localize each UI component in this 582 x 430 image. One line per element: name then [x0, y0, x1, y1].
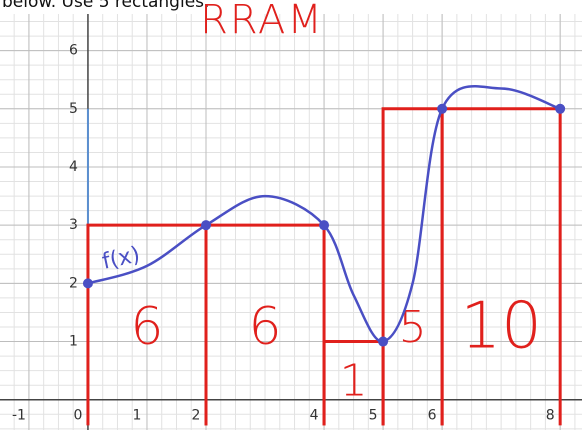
- header-text: below. Use 5 rectangles.: [2, 0, 209, 12]
- x-tick-label: 4: [310, 408, 319, 424]
- y-tick-label: 4: [69, 159, 78, 175]
- x-tick-label: 1: [133, 408, 142, 424]
- x-tick-label: -1: [12, 408, 26, 424]
- x-tick-label: 5: [369, 408, 378, 424]
- chart-title: RRAM: [200, 0, 324, 43]
- y-tick-label: 3: [69, 217, 78, 233]
- point: [437, 103, 448, 114]
- curve: [87, 85, 561, 343]
- rectangle: [204, 223, 326, 426]
- y-tick-label: 5: [69, 101, 78, 117]
- area-label: 6: [130, 297, 163, 357]
- point: [555, 103, 566, 114]
- area-label: 6: [248, 297, 281, 357]
- point: [319, 220, 330, 231]
- y-tick-label: 1: [69, 334, 78, 350]
- area-label: 5: [399, 302, 427, 353]
- point: [378, 336, 389, 347]
- point: [201, 220, 212, 231]
- area-label: 1: [340, 355, 368, 406]
- rectangle: [440, 107, 562, 426]
- area-label: 10: [460, 289, 541, 363]
- y-tick-label: 2: [69, 275, 78, 291]
- point: [82, 278, 93, 289]
- x-tick-label: 0: [73, 408, 82, 424]
- y-tick-label: 6: [69, 43, 78, 59]
- x-tick-label: 8: [546, 408, 555, 424]
- header-bg: [0, 0, 582, 14]
- x-tick-label: 2: [192, 408, 201, 424]
- x-tick-label: 6: [428, 408, 437, 424]
